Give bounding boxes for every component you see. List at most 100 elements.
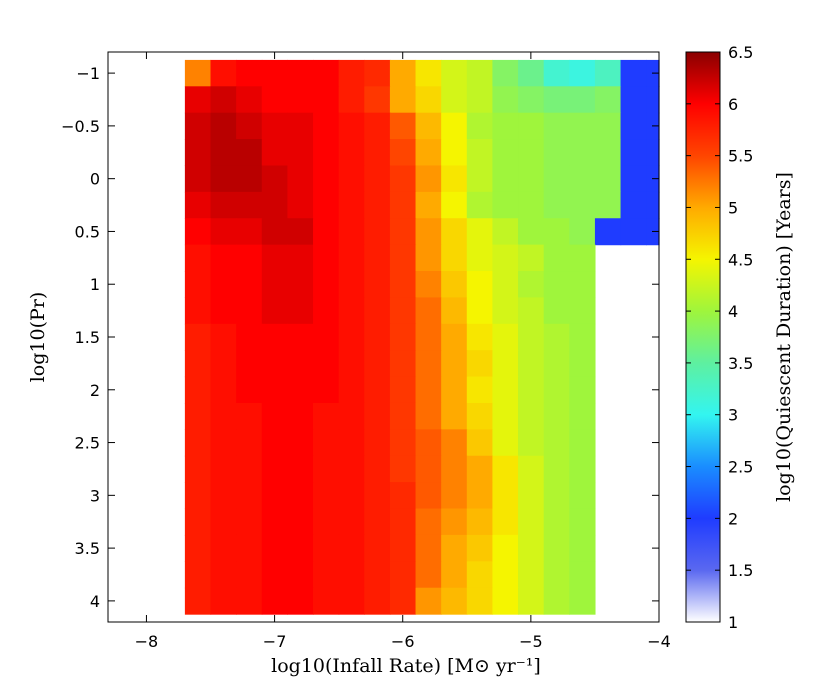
- colorbar-tick-label: 3: [728, 406, 738, 425]
- y-tick-label: 2.5: [75, 434, 100, 453]
- y-tick-label: 0.5: [75, 222, 100, 241]
- heatmap-cell: [287, 508, 314, 536]
- heatmap-cell: [313, 165, 340, 193]
- heatmap-cell: [543, 323, 570, 351]
- y-axis-label: log10(Pr): [27, 292, 49, 383]
- heatmap-cell: [236, 482, 263, 510]
- heatmap-cell: [466, 402, 494, 430]
- heatmap-cell: [261, 587, 288, 615]
- heatmap-cell: [594, 139, 622, 167]
- heatmap-cell: [569, 297, 596, 325]
- heatmap-cell: [184, 376, 212, 404]
- heatmap-cell: [492, 59, 519, 87]
- heatmap-cell: [236, 191, 263, 219]
- heatmap-cell: [338, 455, 365, 483]
- heatmap-cell: [569, 139, 596, 167]
- x-tick-label: −6: [391, 632, 415, 651]
- heatmap-cell: [364, 244, 391, 272]
- heatmap-cell: [441, 350, 468, 378]
- heatmap-cell: [287, 86, 314, 114]
- heatmap-cell: [210, 482, 237, 510]
- heatmap-cell: [518, 429, 545, 457]
- colorbar: [685, 51, 721, 623]
- heatmap-cell: [492, 429, 519, 457]
- heatmap-cell: [364, 191, 391, 219]
- heatmap-cell: [415, 350, 442, 378]
- heatmap-cell: [518, 402, 545, 430]
- heatmap-cell: [518, 139, 545, 167]
- heatmap-cell: [338, 561, 365, 589]
- heatmap-cell: [261, 59, 288, 87]
- colorbar-tick-label: 1: [728, 613, 738, 632]
- heatmap-cell: [492, 323, 519, 351]
- heatmap-cell: [287, 112, 314, 140]
- heatmap-cell: [518, 587, 545, 615]
- heatmap-cell: [441, 244, 468, 272]
- heatmap-cell: [415, 455, 442, 483]
- heatmap-cell: [569, 165, 596, 193]
- heatmap-cell: [389, 402, 417, 430]
- heatmap-cell: [338, 297, 365, 325]
- heatmap-cell: [261, 271, 288, 299]
- heatmap-cell: [466, 534, 494, 562]
- heatmap-cell: [364, 297, 391, 325]
- heatmap-cell: [543, 86, 570, 114]
- heatmap-cell: [543, 59, 570, 87]
- heatmap-cell: [184, 508, 212, 536]
- heatmap-cell: [466, 297, 494, 325]
- heatmap-cell: [518, 191, 545, 219]
- heatmap-cell: [543, 112, 570, 140]
- heatmap-cell: [313, 534, 340, 562]
- heatmap-cell: [415, 402, 442, 430]
- colorbar-tick-label: 4: [728, 302, 738, 321]
- heatmap-cell: [466, 508, 494, 536]
- heatmap-cell: [569, 191, 596, 219]
- heatmap-cell: [210, 350, 237, 378]
- heatmap-cell: [364, 350, 391, 378]
- heatmap-cell: [466, 323, 494, 351]
- heatmap-cell: [543, 587, 570, 615]
- heatmap-cell: [569, 112, 596, 140]
- heatmap-cell: [389, 165, 417, 193]
- heatmap-cell: [338, 244, 365, 272]
- heatmap-cell: [184, 455, 212, 483]
- heatmap-cell: [261, 297, 288, 325]
- heatmap-cell: [492, 218, 519, 246]
- heatmap-cell: [184, 534, 212, 562]
- heatmap-cell: [210, 165, 237, 193]
- heatmap-cell: [466, 587, 494, 615]
- heatmap-cell: [569, 350, 596, 378]
- heatmap-cell: [518, 218, 545, 246]
- heatmap-cell: [364, 534, 391, 562]
- heatmap-cell: [415, 165, 442, 193]
- heatmap-cell: [287, 402, 314, 430]
- heatmap-cell: [518, 323, 545, 351]
- colorbar-tick-label: 2: [728, 509, 738, 528]
- heatmap-cell: [492, 402, 519, 430]
- heatmap-cell: [338, 402, 365, 430]
- heatmap-cell: [466, 139, 494, 167]
- heatmap-cell: [287, 429, 314, 457]
- heatmap-cell: [338, 139, 365, 167]
- heatmap-cell: [441, 59, 468, 87]
- x-tick-label: −4: [647, 632, 671, 651]
- heatmap-cell: [543, 165, 570, 193]
- heatmap-cell: [210, 429, 237, 457]
- heatmap-cell: [261, 218, 288, 246]
- heatmap-cell: [441, 482, 468, 510]
- heatmap-cell: [210, 191, 237, 219]
- heatmap-cell: [287, 139, 314, 167]
- y-tick-label: 3: [90, 486, 100, 505]
- heatmap-cell: [261, 482, 288, 510]
- heatmap-cell: [466, 218, 494, 246]
- heatmap-cell: [236, 323, 263, 351]
- colorbar-tick-label: 1.5: [728, 561, 753, 580]
- colorbar-tick-label: 5: [728, 198, 738, 217]
- heatmap-cell: [287, 587, 314, 615]
- heatmap-cell: [543, 508, 570, 536]
- heatmap-cell: [287, 323, 314, 351]
- heatmap-cell: [492, 244, 519, 272]
- y-tick-label: 2: [90, 381, 100, 400]
- heatmap-cell: [441, 86, 468, 114]
- heatmap-cells: [184, 59, 660, 615]
